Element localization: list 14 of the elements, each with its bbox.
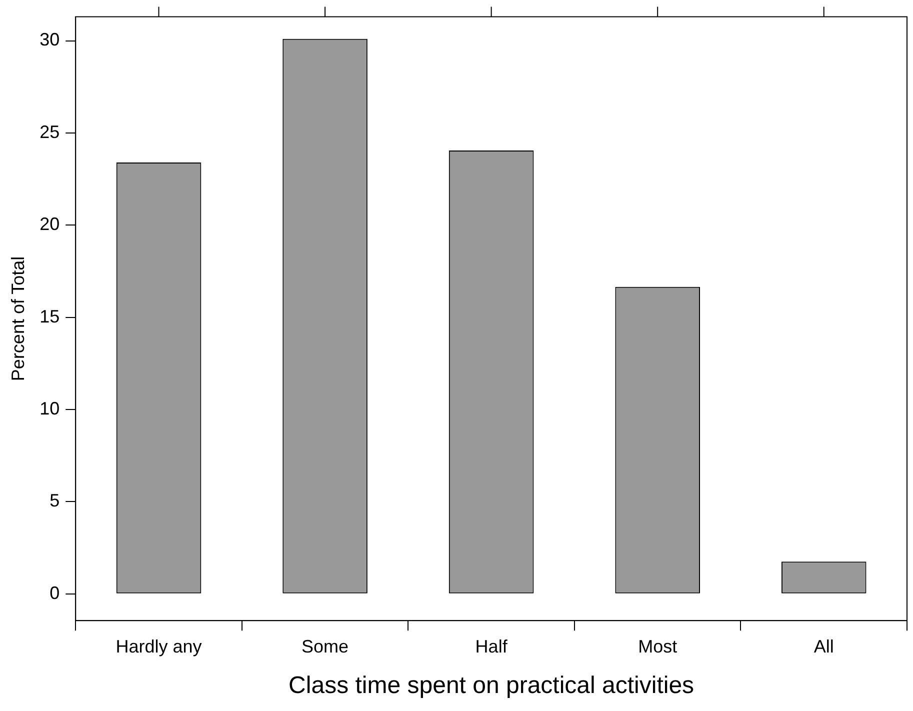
x-tick-label: Most [638, 636, 678, 656]
x-tick-label: All [814, 636, 834, 656]
y-tick-label: 0 [50, 582, 60, 603]
y-tick-label: 5 [50, 490, 60, 511]
y-tick-label: 25 [40, 122, 60, 142]
y-tick-label: 30 [40, 30, 60, 50]
x-tick-label: Some [302, 636, 349, 656]
y-tick-label: 15 [40, 306, 60, 326]
y-tick-label: 10 [40, 398, 60, 418]
x-axis-title: Class time spent on practical activities [288, 672, 694, 700]
y-tick-label: 20 [40, 214, 60, 234]
y-axis-title: Percent of Total [8, 256, 28, 382]
x-tick-label: Hardly any [116, 636, 202, 656]
x-tick-label: Half [475, 636, 508, 656]
